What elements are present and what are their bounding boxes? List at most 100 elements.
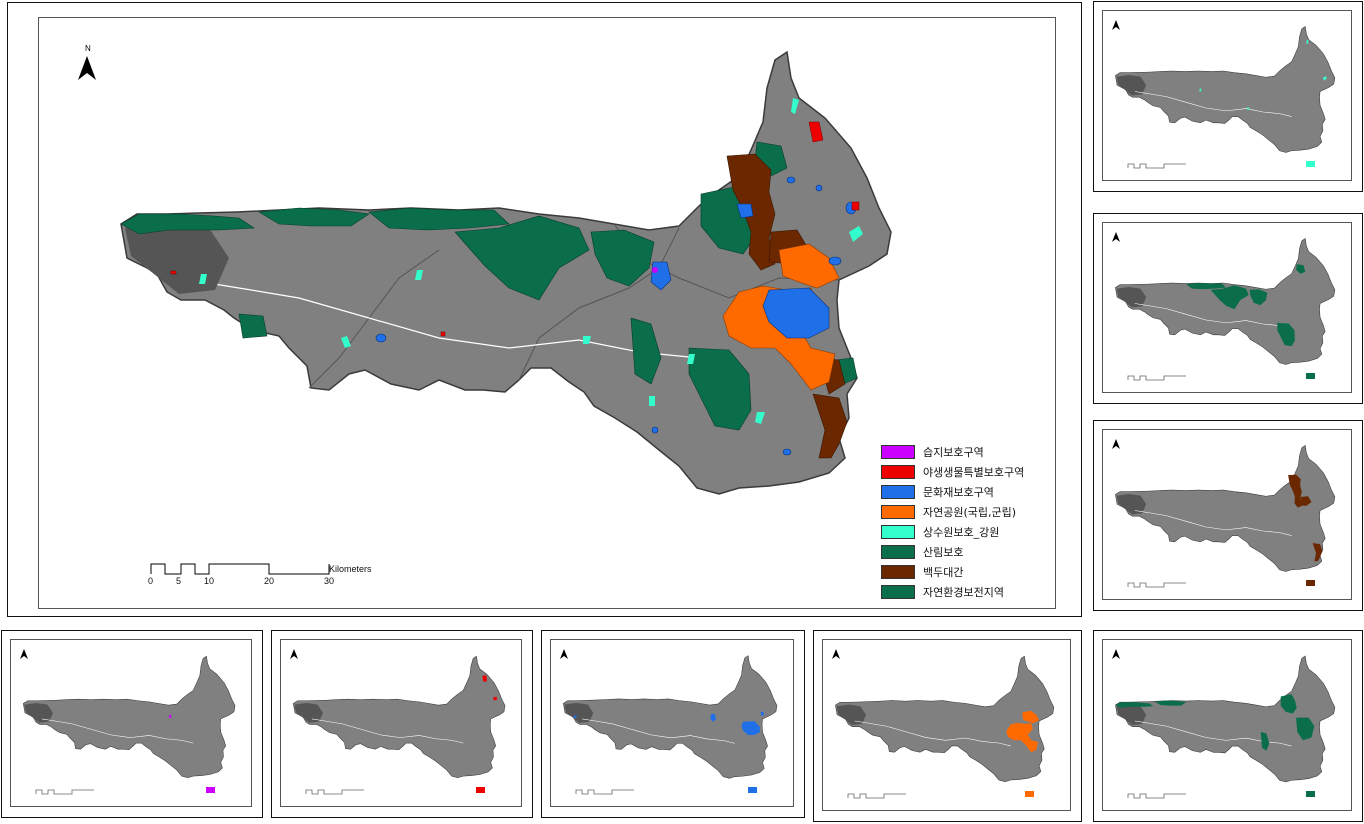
legend-label: 야생생물특별보호구역 — [923, 466, 1025, 479]
urban-area — [294, 702, 323, 723]
layer-area — [1322, 76, 1327, 81]
north-label: N — [85, 44, 91, 53]
thumbnail-map — [1115, 238, 1336, 365]
legend-swatch — [881, 565, 915, 579]
scale-tick-label: 0 — [148, 576, 154, 586]
thumbnail-nature-park — [813, 630, 1082, 822]
layer-area — [1154, 700, 1187, 706]
layer-area — [1296, 264, 1306, 274]
thumbnail-neatline — [1102, 639, 1352, 811]
river-line — [582, 718, 735, 744]
layer-area — [1288, 474, 1302, 508]
legend-item: 습지보호구역 — [881, 443, 984, 461]
urban-area — [1116, 74, 1147, 96]
legend-swatch — [881, 465, 915, 479]
region-polygon — [1115, 445, 1336, 572]
north-arrow-icon — [1112, 232, 1120, 242]
river-line — [1134, 91, 1292, 117]
layer-area — [1280, 694, 1297, 714]
layer-area — [1312, 542, 1323, 562]
urban-area — [1116, 704, 1147, 725]
legend-swatch — [476, 787, 485, 793]
river-line — [1134, 510, 1292, 536]
thumbnail-neatline — [550, 639, 794, 807]
legend-item: 문화재보호구역 — [881, 483, 994, 501]
thumbnail-neatline — [1102, 429, 1352, 600]
layer-area — [1210, 285, 1249, 310]
north-arrow-icon — [290, 649, 298, 659]
thumbnail-neatline — [1102, 10, 1352, 181]
scale-bar — [150, 563, 330, 575]
scale-tick-label: 30 — [324, 576, 335, 586]
layer-area — [1306, 39, 1309, 45]
thumbnail-map — [835, 655, 1055, 783]
legend-label: 문화재보호구역 — [923, 486, 994, 499]
thumbnail-map — [1115, 655, 1336, 783]
north-arrow-icon — [832, 649, 840, 659]
water-supply-areas — [199, 98, 863, 424]
scale-unit-label: Kilometers — [329, 564, 372, 574]
urban-area — [1116, 286, 1147, 308]
scale-bar — [1127, 163, 1186, 169]
thumbnail-neatline — [822, 639, 1071, 811]
thumbnail-map — [1115, 445, 1336, 572]
thumbnail-cultural — [541, 630, 805, 818]
legend-swatch — [881, 545, 915, 559]
thumbnail-water-supply — [1093, 1, 1363, 192]
layer-area — [710, 713, 716, 722]
river-line — [41, 718, 194, 744]
legend-swatch — [206, 787, 215, 793]
layer-area — [482, 675, 487, 682]
layer-area — [1249, 289, 1268, 306]
river-line — [1134, 303, 1292, 329]
north-arrow-icon — [1112, 20, 1120, 30]
scale-bar — [1127, 582, 1186, 588]
legend-swatch — [881, 585, 915, 599]
legend-item: 자연환경보전지역 — [881, 583, 1004, 601]
legend-swatch — [1025, 791, 1034, 797]
river-line — [1134, 720, 1292, 747]
legend-swatch — [748, 787, 757, 793]
north-arrow-icon — [20, 649, 28, 659]
legend-swatch — [881, 505, 915, 519]
legend-label: 상수원보호_강원 — [923, 526, 1000, 539]
legend-swatch — [881, 525, 915, 539]
legend-item: 백두대간 — [881, 563, 963, 581]
scale-bar — [35, 789, 94, 795]
thumbnail-neatline — [10, 639, 252, 807]
scale-bar — [1127, 375, 1186, 381]
legend-label: 산림보호 — [923, 546, 964, 559]
legend-label: 습지보호구역 — [923, 446, 984, 459]
thumbnail-wetland — [1, 630, 263, 818]
scale-bar — [1127, 793, 1186, 799]
layer-area — [1199, 88, 1202, 92]
wildlife-special-areas — [170, 121, 860, 337]
main-map-neatline: N — [38, 17, 1056, 609]
layer-area — [169, 715, 172, 718]
legend-item: 자연공원(국립,군립) — [881, 503, 1016, 521]
scale-tick-label: 5 — [176, 576, 182, 586]
thumbnail-forest — [1093, 213, 1363, 404]
layer-area — [1260, 731, 1270, 751]
layer-area — [1115, 702, 1154, 708]
river-line — [311, 718, 464, 744]
thumbnail-baekdudaegan — [1093, 420, 1363, 611]
north-arrow-icon: N — [78, 44, 96, 80]
scale-bar — [575, 789, 634, 795]
region-polygon — [835, 655, 1055, 783]
layer-area — [1006, 722, 1039, 753]
layer-area — [1186, 282, 1226, 290]
urban-area — [1116, 493, 1147, 515]
thumbnail-wildlife — [271, 630, 533, 818]
thumbnail-map — [22, 655, 236, 779]
region-polygon — [1115, 26, 1336, 153]
layer-area — [573, 715, 577, 718]
legend-swatch — [1306, 161, 1315, 167]
north-arrow-icon — [1112, 649, 1120, 659]
legend-item: 야생생물특별보호구역 — [881, 463, 1024, 481]
forest-protection-areas — [120, 141, 858, 431]
layer-area — [760, 711, 764, 716]
thumbnail-map — [563, 655, 778, 779]
legend-label: 백두대간 — [923, 566, 964, 579]
layer-area — [1247, 107, 1250, 110]
